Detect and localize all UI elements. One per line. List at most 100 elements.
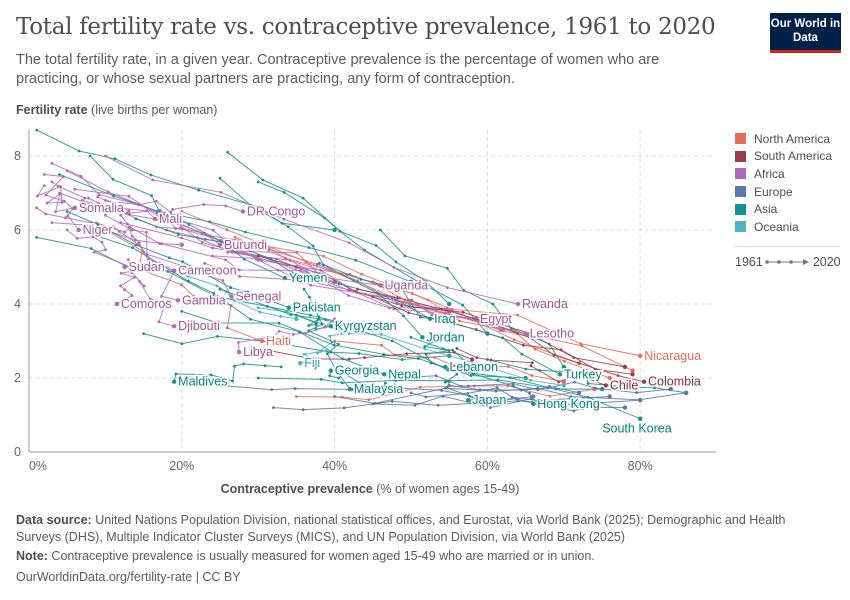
owid-logo[interactable]: Our World in Data xyxy=(770,13,841,53)
series-line-libya-point xyxy=(291,333,295,336)
series-line-point xyxy=(379,332,383,336)
series-line-nepal-point xyxy=(382,372,387,377)
series-line-point xyxy=(321,272,324,276)
series-line-point xyxy=(128,225,132,229)
country-label: Colombia xyxy=(648,375,701,389)
source-url[interactable]: OurWorldinData.org/fertility-rate | CC B… xyxy=(16,570,241,584)
series-line-point xyxy=(371,295,375,298)
x-axis-title: Contraceptive prevalence (% of women age… xyxy=(221,482,520,496)
series-line-gambia xyxy=(112,225,179,301)
series-line-pakistan-point xyxy=(65,210,69,213)
series-line-somalia-point xyxy=(36,194,39,198)
series-line-niger-point xyxy=(66,214,70,218)
timeline-legend[interactable]: 1961 2020 xyxy=(735,255,841,269)
series-line-point xyxy=(538,399,542,403)
y-axis-title-unit: (live births per woman) xyxy=(87,103,218,117)
series-line-point xyxy=(488,406,492,409)
series-line-gambia-point xyxy=(117,229,121,233)
series-line-haiti-point xyxy=(225,326,229,330)
series-line-sudan-point xyxy=(100,240,104,244)
series-line-point xyxy=(434,374,438,378)
country-label: Japan xyxy=(472,393,506,407)
series-line-yemen-point xyxy=(88,154,92,158)
series-line-point xyxy=(405,352,409,356)
series-line xyxy=(410,387,610,402)
legend-label: North America xyxy=(754,131,831,146)
series-line-rwanda-point xyxy=(392,265,396,269)
series-line-maldives-point xyxy=(279,365,283,369)
series-line-point xyxy=(491,401,495,404)
legend-item-africa[interactable]: Africa xyxy=(735,165,841,183)
series-line-point xyxy=(403,254,407,258)
series-line-point xyxy=(354,258,358,262)
series-line-point xyxy=(332,343,336,347)
series-line-point xyxy=(530,374,534,377)
series-line-nicaragua xyxy=(235,236,641,357)
series-line-chile-point xyxy=(530,361,534,365)
series-line-yemen-point xyxy=(111,177,115,181)
series-line-fiji-point xyxy=(340,332,344,335)
series-line-point xyxy=(180,342,184,346)
series-line-colombia-point xyxy=(552,353,556,357)
series-line-point xyxy=(319,268,323,272)
series-line-lebanon-point xyxy=(432,339,436,343)
series-line-georgia-point xyxy=(341,371,345,375)
series-line-malaysia-point xyxy=(302,287,306,291)
series-line-point xyxy=(589,401,592,405)
series-line-point xyxy=(547,403,551,407)
series-line-point xyxy=(35,128,39,132)
series-line-djibouti xyxy=(127,259,175,327)
series-line-maldives-point xyxy=(263,364,267,368)
series-line-nicaragua-point xyxy=(516,313,519,317)
series-line-rwanda-point xyxy=(347,241,351,245)
legend-label: South America xyxy=(754,149,833,164)
series-line-point xyxy=(305,272,309,276)
series-line-jordan-point xyxy=(249,204,253,208)
series-line-point xyxy=(332,227,337,233)
series-line-point xyxy=(357,352,361,355)
series-line-japan-point xyxy=(448,380,451,383)
series-line-hong-kong-point xyxy=(528,391,531,395)
series-line-point xyxy=(367,398,371,402)
series-line-malaysia-point xyxy=(325,352,329,356)
series-line-point xyxy=(293,387,297,391)
series-line-jordan-point xyxy=(311,244,315,248)
series-line-fiji-point xyxy=(324,349,328,353)
series-line-burundi-point xyxy=(125,211,129,215)
series-line-point xyxy=(433,356,436,359)
series-line xyxy=(334,340,564,383)
series-line-chile-point xyxy=(529,364,533,368)
series-line-point xyxy=(494,389,498,393)
series-line-mali-point xyxy=(50,180,54,184)
legend-item-europe[interactable]: Europe xyxy=(735,183,841,201)
series-line-libya-point xyxy=(237,341,240,344)
series-line-point xyxy=(127,213,131,216)
series-line-south-korea-point xyxy=(508,376,512,380)
legend-item-south-america[interactable]: South America xyxy=(735,148,841,166)
series-line-point xyxy=(304,260,308,264)
series-line-pakistan xyxy=(67,211,289,309)
series-line-senegal-point xyxy=(221,279,225,282)
legend-item-oceania[interactable]: Oceania xyxy=(735,218,841,236)
legend-item-asia[interactable]: Asia xyxy=(735,200,841,218)
chart-subtitle: The total fertility rate, in a given yea… xyxy=(16,52,660,87)
legend-item-north-america[interactable]: North America xyxy=(735,130,841,148)
series-line-point xyxy=(458,319,461,323)
series-line-georgia-point xyxy=(383,384,386,388)
country-label: Cameroon xyxy=(178,264,236,278)
series-line-libya-point xyxy=(272,334,275,338)
series-line-point xyxy=(35,206,39,210)
series-line-iraq-point xyxy=(337,282,341,286)
series-line-jordan-point xyxy=(402,314,405,318)
series-line-point xyxy=(400,304,404,308)
series-line-point xyxy=(683,390,689,395)
series-line-point xyxy=(301,196,305,200)
series-line-point xyxy=(226,250,230,254)
series-line-cameroon-point xyxy=(119,213,123,217)
country-label: Hong Kong xyxy=(537,397,600,411)
series-line-niger-point xyxy=(76,227,81,233)
series-line-niger-point xyxy=(42,173,46,176)
series-line-point xyxy=(215,284,219,288)
series-line-point xyxy=(271,340,275,344)
series-line-malaysia xyxy=(303,288,351,390)
